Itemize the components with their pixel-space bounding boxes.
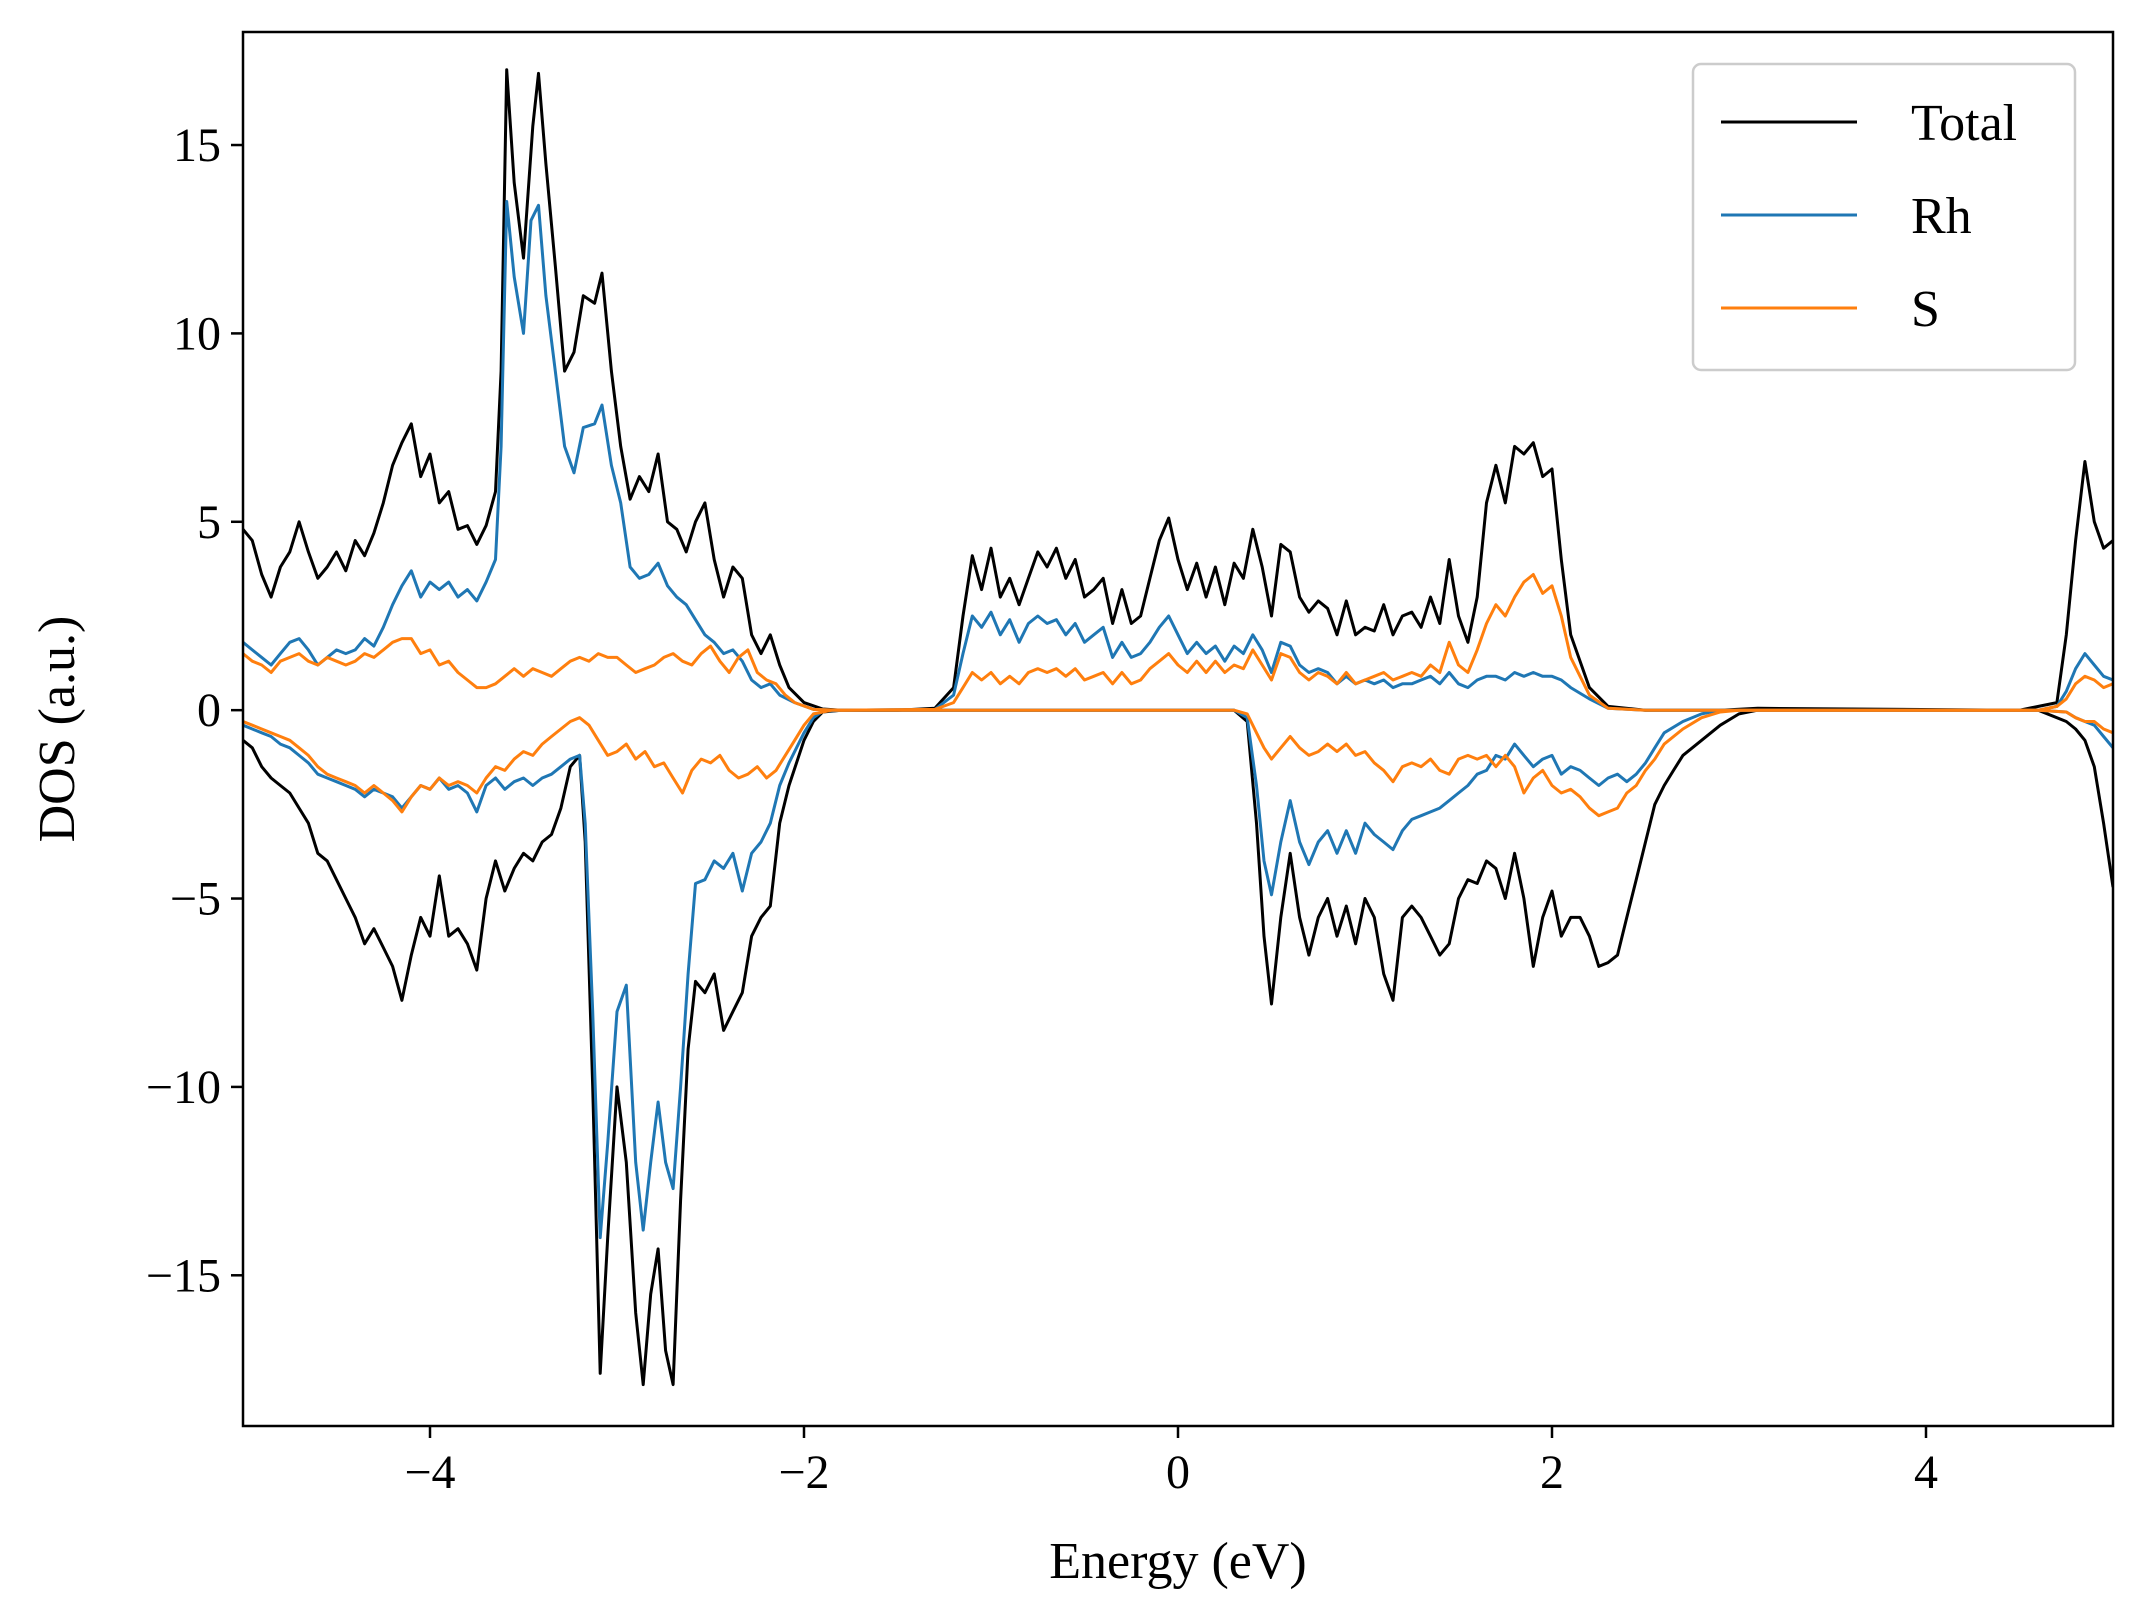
y-axis-label: DOS (a.u.) [29,616,86,843]
series-line-s-up [243,573,2113,712]
y-tick-label: 10 [173,307,221,360]
y-tick-label: −10 [146,1061,221,1114]
y-tick-label: −15 [146,1249,221,1302]
x-tick-label: −2 [778,1446,829,1499]
legend-label-total: Total [1911,95,2017,152]
legend: Total Rh S [1691,62,2077,372]
series-line-s-down [243,708,2113,818]
series-line-total-up [243,68,2113,712]
series-layer [243,68,2113,1387]
legend-label-s: S [1911,281,1940,338]
legend-label-rh: Rh [1911,188,1972,245]
legend-box [1691,62,2077,372]
x-axis-label: Energy (eV) [1049,1533,1307,1590]
y-tick-label: −5 [170,873,221,926]
x-axis-ticks: −4 −2 0 2 4 [404,1426,1938,1499]
x-tick-label: −4 [404,1446,455,1499]
series-line-total-down [243,708,2113,1387]
y-tick-label: 0 [197,684,221,737]
y-axis-ticks: −15 −10 −5 0 5 10 15 [146,119,243,1302]
y-tick-label: 5 [197,496,221,549]
series-line-rh-up [243,200,2113,712]
x-tick-label: 2 [1540,1446,1564,1499]
x-tick-label: 0 [1166,1446,1190,1499]
x-tick-label: 4 [1914,1446,1938,1499]
y-tick-label: 15 [173,119,221,172]
